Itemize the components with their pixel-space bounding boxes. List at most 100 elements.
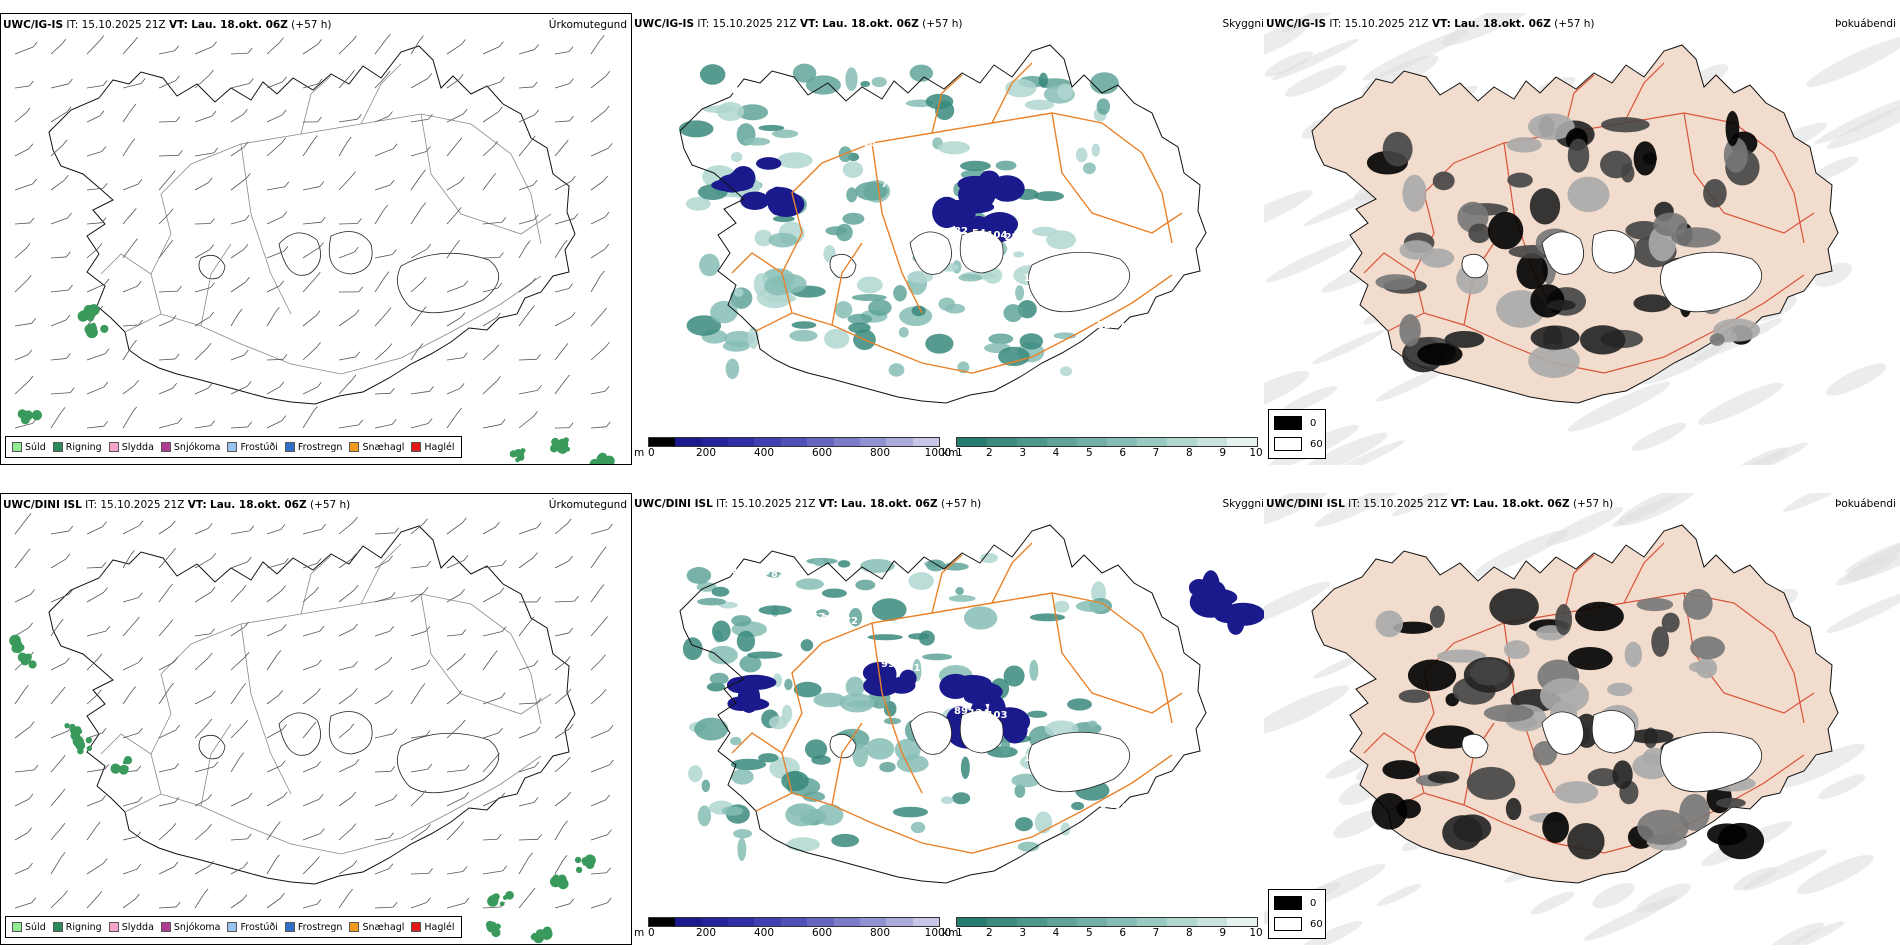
ceiling-value-label: 101 <box>823 614 844 625</box>
wind-barb <box>374 560 389 569</box>
wind-barb <box>50 179 65 191</box>
road-line <box>871 622 923 794</box>
coastline <box>679 44 1207 404</box>
wind-barb <box>32 178 38 185</box>
legend-label: Frostúði <box>240 441 278 453</box>
wind-barb <box>68 588 74 595</box>
wind-barb <box>122 525 140 535</box>
ceiling-value-label: 70 <box>881 179 895 190</box>
sea-fog-streak <box>1530 891 1575 915</box>
wind-barb <box>14 279 28 293</box>
ceiling-value-label: 233 <box>732 85 753 96</box>
road-line <box>755 754 1173 854</box>
wind-barb <box>68 525 74 532</box>
wind-barb <box>554 560 569 569</box>
wind-barb <box>242 894 248 900</box>
visibility-area <box>879 761 896 773</box>
wind-barb <box>132 339 137 346</box>
wind-barb <box>338 666 354 671</box>
wind-barb <box>421 790 427 796</box>
wind-barb <box>29 80 34 87</box>
wind-barb <box>482 732 499 739</box>
wind-barb <box>102 80 108 86</box>
wind-barb <box>246 173 251 179</box>
visibility-area <box>813 558 825 567</box>
wind-barb <box>461 629 467 635</box>
sea-fog-streak <box>1313 654 1363 679</box>
fog-area <box>1382 131 1413 167</box>
wind-barb <box>302 347 317 361</box>
ceiling-value-label: 38 <box>826 134 840 145</box>
fog-area <box>1503 640 1530 660</box>
wind-barb <box>230 313 239 327</box>
wind-barb <box>518 731 537 739</box>
colorbar-unit: km <box>942 447 959 459</box>
ceiling-value-label: 161 <box>1060 277 1081 288</box>
fog-area <box>1417 342 1463 366</box>
wind-barb <box>135 893 140 900</box>
legend-label: Slydda <box>121 921 154 933</box>
wind-barb <box>14 46 34 55</box>
glacier-outline <box>1028 731 1130 793</box>
visibility-area <box>925 333 954 354</box>
ceiling-value-label: 63 <box>1136 804 1150 815</box>
wind-barb <box>499 587 505 594</box>
wind-barb <box>427 73 433 79</box>
wind-barb <box>536 522 542 529</box>
wind-barb <box>388 555 393 561</box>
rain-area <box>574 856 582 864</box>
wind-barb <box>247 47 253 54</box>
fog-area <box>1529 187 1561 225</box>
visibility-area <box>786 837 820 852</box>
wind-barb <box>590 902 608 909</box>
wind-barb <box>518 621 530 637</box>
visibility-area <box>926 559 946 572</box>
iceland-map <box>1311 44 1839 404</box>
wind-barb <box>497 106 503 113</box>
legend-label: Frostregn <box>297 921 343 933</box>
wind-barb <box>14 518 28 535</box>
wind-barb <box>194 766 215 773</box>
road-line <box>300 555 332 615</box>
wind-barb <box>357 113 362 120</box>
wind-barb <box>320 216 326 223</box>
glacier-outline <box>829 733 857 759</box>
panel-title: UWC/DINI ISL IT: 15.10.2025 21Z VT: Lau.… <box>3 499 351 511</box>
wind-barb <box>554 796 568 807</box>
wind-barb <box>170 170 176 176</box>
wind-barb <box>605 341 610 348</box>
visibility-area <box>1015 285 1025 301</box>
wind-barb <box>122 285 138 293</box>
coastline <box>679 524 1207 884</box>
glacier-outline <box>397 732 499 794</box>
legend-swatch <box>12 442 22 452</box>
road-line <box>1623 542 1665 604</box>
fog-area <box>1587 768 1620 787</box>
wind-barb <box>358 286 364 293</box>
visibility-area <box>938 297 956 311</box>
wind-barb <box>266 529 282 535</box>
ceiling-value-label: 106 <box>1042 755 1063 766</box>
wind-barb <box>568 555 573 562</box>
rain-area <box>487 895 499 907</box>
wind-barb <box>67 212 72 219</box>
road-line <box>871 142 923 314</box>
rain-area <box>557 874 567 884</box>
wind-barb <box>554 218 575 225</box>
visibility-area <box>938 141 970 155</box>
wind-barb <box>500 792 506 799</box>
ceiling-value-label: 103 <box>987 710 1008 721</box>
wind-barb <box>194 46 213 55</box>
wind-barb <box>518 665 535 671</box>
wind-barb <box>138 319 144 326</box>
fog-area <box>1530 325 1580 350</box>
wind-barb <box>482 697 502 705</box>
visibility-area <box>824 328 850 349</box>
fog-area <box>1624 641 1643 668</box>
ceiling-value-label: 70 <box>771 89 785 100</box>
wind-barb <box>194 633 211 637</box>
rain-area <box>100 324 109 334</box>
visibility-area <box>856 276 883 294</box>
colorbar-tick: 600 <box>811 927 833 939</box>
wind-barb <box>374 424 393 429</box>
